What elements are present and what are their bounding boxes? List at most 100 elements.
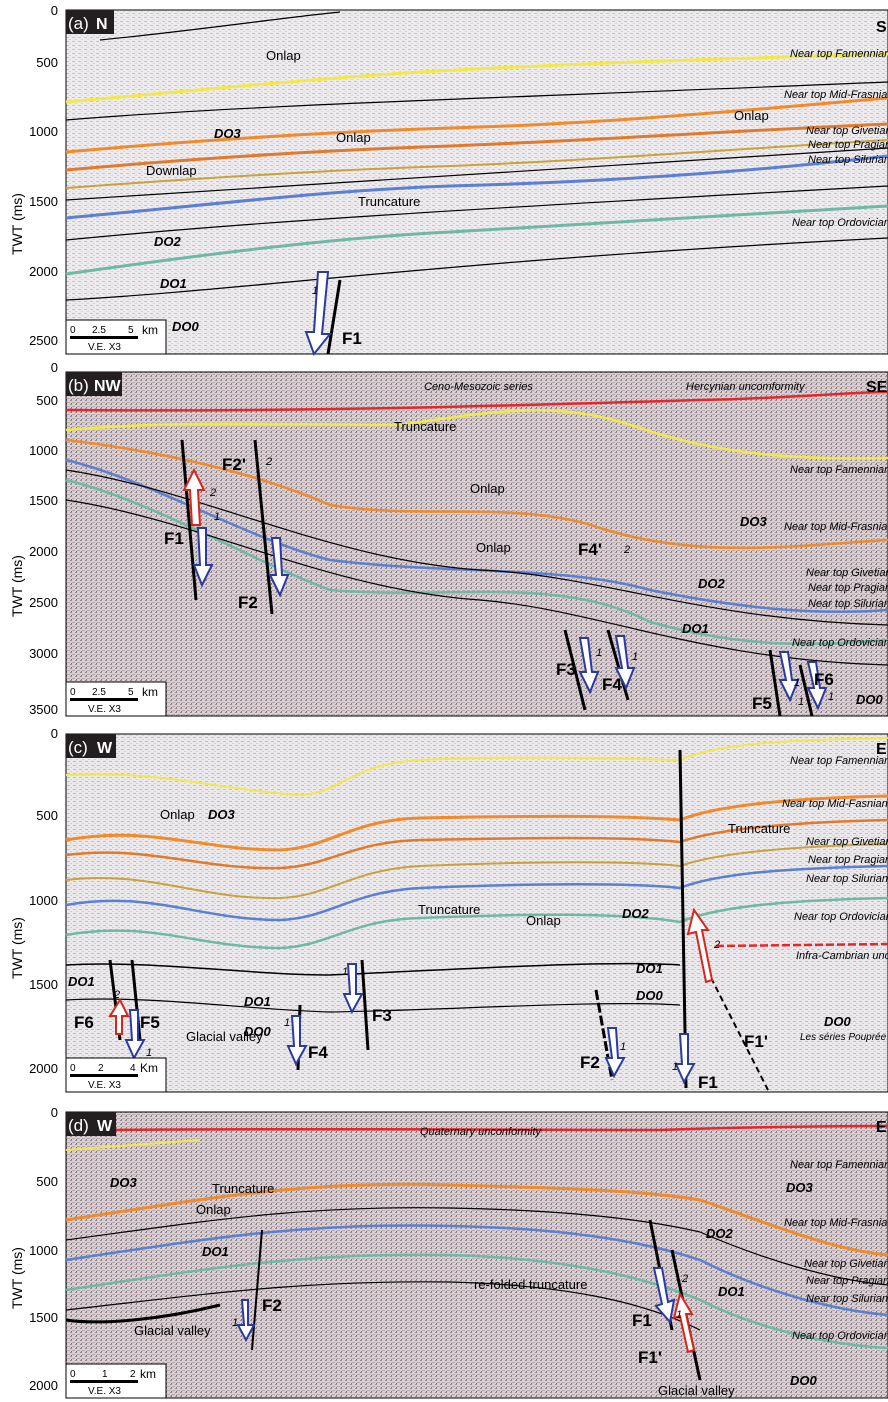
panel-a-silurian-horizon (65, 154, 888, 220)
panel-c-fault-label: F1 (698, 1073, 718, 1092)
panel-b-normal-arrow (578, 637, 600, 695)
panel-c-tick: 500 (36, 808, 58, 823)
panel-c-fault-number: 2 (713, 939, 720, 951)
panel-a-section (65, 9, 888, 355)
panel-a-letter: (a) (68, 14, 89, 33)
panel-c-scale-bar: 0 2 4 Km V.E. X3 (65, 1057, 167, 1093)
panel-d-letter-box (66, 1112, 116, 1136)
scale-tick: 0 (70, 1063, 76, 1074)
panel-b-fault-label: F4' (578, 540, 602, 559)
panel-c-infracambrian-unconformity (715, 942, 888, 948)
panel-b-hercynian-unconformity (65, 390, 888, 412)
panel-a-fault-label: F1 (342, 329, 362, 348)
panel-a-horizon-label: Near top Silurian (808, 154, 888, 166)
panel-d-quaternary-unconformity (109, 1124, 888, 1132)
panel-d-fault-label: F1 (632, 1311, 652, 1330)
panel-b-fault-label: F2' (222, 455, 246, 474)
panel-d-onlap-label: Onlap (196, 1202, 231, 1217)
panel-b-fault-number: 1 (632, 651, 638, 663)
panel-c-normal-arrow (604, 1027, 626, 1079)
panel-a-fault-number: 1 (312, 285, 318, 297)
panel-b-sequence-label: DO1 (682, 621, 709, 636)
panel-b-reflector (65, 499, 888, 666)
panel-a-right-direction: S (876, 19, 887, 36)
panel-c-normal-arrow (124, 1009, 146, 1061)
panel-a-horizon-label: Near top Famennian (790, 48, 888, 60)
panel-b-onlap-label: Onlap (470, 481, 505, 496)
panel-b-fault-f4 (606, 629, 630, 701)
panel-d-sequence-label: DO1 (202, 1244, 229, 1259)
panel-d-horizon-label: Near top Mid-Frasnian (784, 1217, 888, 1229)
panel-c-fault-f2 (594, 989, 614, 1081)
panel-c-truncature-label: Truncature (728, 821, 790, 836)
scale-ve: V.E. X3 (88, 342, 121, 353)
panel-b-frasnian-horizon (65, 438, 888, 550)
panel-b-tick: 2500 (29, 595, 58, 610)
panel-c-pouprée-label: Les séries Pouprée Molasses ? (800, 1032, 888, 1043)
panel-b-fault-number: 1 (798, 696, 804, 708)
panel-c-fault-label: F6 (74, 1013, 94, 1032)
panel-d-fault-number: 2 (681, 1273, 688, 1285)
panel-b-fault-label: F3 (556, 660, 576, 679)
panel-b-fault-f1 (180, 439, 198, 601)
panel-c-y-axis-label: TWT (ms) (9, 917, 25, 979)
panel-b-top-label: Ceno-Mesozoic series (424, 381, 533, 393)
panel-a-famennian-horizon (65, 52, 888, 104)
panel-d-tick: 2000 (29, 1378, 58, 1393)
panel-d-horizon-label: Near top Givetian (804, 1258, 888, 1270)
panel-a-horizon-label: Near top Pragian (808, 139, 888, 151)
panel-d-glacial-valley-fill (65, 1303, 221, 1324)
panel-a-reflector (65, 147, 888, 201)
panel-c-horizon-label: Near top Pragian (808, 854, 888, 866)
panel-b-letter-box (66, 372, 122, 396)
scale-unit: km (142, 323, 158, 337)
panel-d-horizon-label: Near top Silurian (806, 1293, 888, 1305)
panel-c-frasnian-horizon (65, 794, 888, 852)
panel-d-fault-label: F2 (262, 1296, 282, 1315)
panel-a-tick: 2000 (29, 264, 58, 279)
panel-c-fault-f1-prime (701, 959, 769, 1091)
panel-a-tick: 2500 (29, 333, 58, 348)
panel-c-tick: 1500 (29, 977, 58, 992)
panel-c-sequence-label: DO1 (68, 974, 95, 989)
panel-b-normal-arrow (806, 661, 828, 711)
panel-b-y-axis-label: TWT (ms) (9, 555, 25, 617)
panel-a-left-direction: N (96, 16, 108, 33)
panel-c-normal-arrow (286, 1015, 308, 1067)
panel-b-tick: 3000 (29, 646, 58, 661)
scale-tick: 2.5 (92, 687, 106, 698)
panel-b-horizon-label: Near top Ordovician (792, 637, 888, 649)
panel-d-letter: (d) (68, 1116, 89, 1135)
panel-b-fault-label: F6 (814, 670, 834, 689)
panel-b-fault-f6 (798, 664, 814, 717)
panel-a-ordovician-horizon (65, 204, 888, 276)
panel-d-horizon-label: Near top Famennian (790, 1159, 888, 1171)
panel-c-fault-number: 1 (672, 1061, 678, 1073)
panel-b-tick: 2000 (29, 544, 58, 559)
panel-d-horizon-label: Near top Ordovician (792, 1330, 888, 1342)
panel-b-fault-number: 1 (596, 647, 602, 659)
panel-b-fault-label: F5 (752, 694, 772, 713)
panel-b-letter: (b) (68, 376, 89, 395)
panel-c-right-direction: E (876, 741, 887, 758)
panel-d-reflector (65, 1207, 888, 1286)
panel-d-reverse-arrow (672, 1291, 696, 1354)
panel-b-fault-label: F4 (602, 675, 622, 694)
panel-a-ticks: 0 500 1000 1500 2000 2500 (29, 3, 58, 348)
panel-a-sequence-label: DO0 (172, 319, 200, 334)
panel-d-scale-bar: 0 1 2 km V.E. X3 (65, 1363, 167, 1399)
panel-d-famennian-horizon (65, 1139, 201, 1151)
panel-d-fault-f2 (251, 1229, 263, 1351)
panel-d-frasnian-horizon (65, 1182, 888, 1257)
panel-b-sequence-label: DO3 (740, 514, 768, 529)
panel-a (65, 9, 888, 357)
panel-d-fault-label: F1' (638, 1348, 662, 1367)
panel-b-ticks: 0 500 1000 1500 2000 2500 3000 3500 (29, 360, 58, 717)
panel-a-onlap-label: Onlap (266, 48, 301, 63)
panel-b-tick: 1000 (29, 443, 58, 458)
scale-tick: 4 (130, 1063, 136, 1074)
panel-a-horizon-label: Near top Mid-Frasnian (784, 89, 888, 101)
scale-tick: 5 (128, 687, 134, 698)
panel-d-sequence-label: DO3 (110, 1175, 138, 1190)
panel-a-scale-bar: 0 2.5 5 km V.E. X3 (65, 319, 167, 355)
